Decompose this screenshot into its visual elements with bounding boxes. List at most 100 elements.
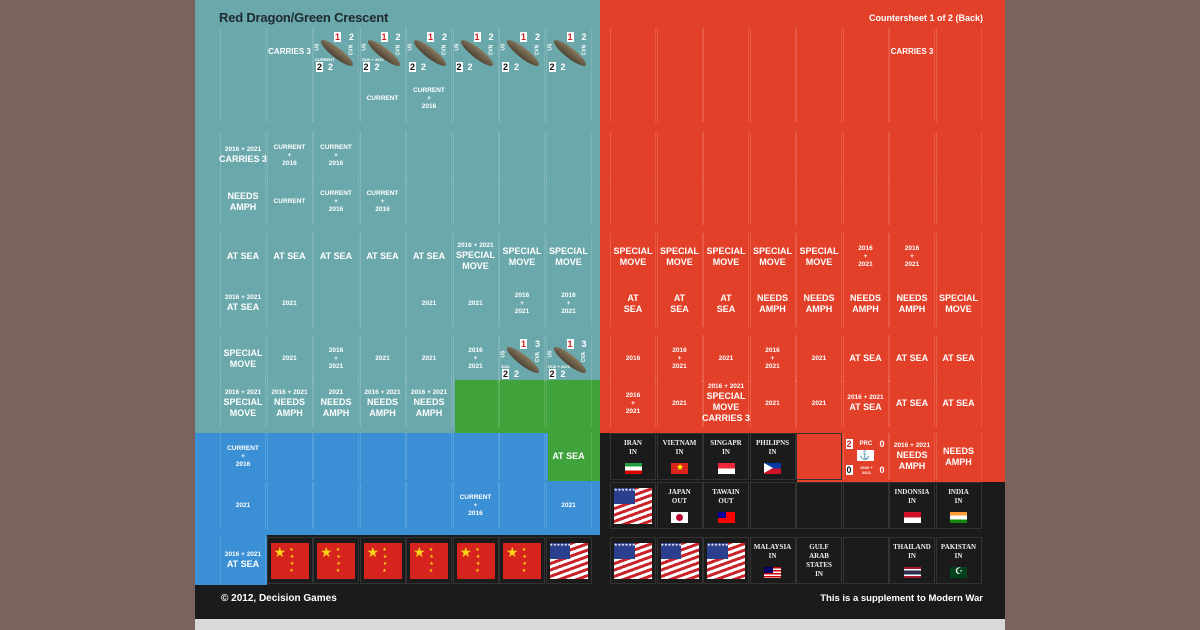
counter-left-r3-c6[interactable] (452, 132, 499, 179)
counter-left-r11-c2[interactable]: ★ ★ ★ ★ ★ (266, 537, 313, 584)
counter-right-r10-c8[interactable]: INDIA IN (935, 482, 982, 529)
counter-left-r8-c2[interactable]: 2016 + 2021 NEEDS AMPH (266, 380, 313, 427)
counter-left-r8-c1[interactable]: 2016 + 2021 SPECIAL MOVE (220, 380, 266, 427)
counter-left-r8-c7[interactable] (499, 380, 545, 427)
counter-left-r6-c5[interactable]: 2021 (406, 280, 452, 327)
counter-right-r5-c6[interactable]: 2016 +2021 (842, 233, 889, 280)
counter-right-r1-c5[interactable] (796, 28, 842, 75)
counter-left-r1-c8[interactable]: 1 2 2 2 US CVN (545, 28, 592, 75)
counter-right-r1-c3[interactable] (703, 28, 749, 75)
counter-right-r10-c3[interactable]: TAWAIN OUT (703, 482, 749, 529)
counter-right-r8-c2[interactable]: 2021 (656, 380, 703, 427)
counter-left-r10-c1[interactable]: 2021 (220, 482, 266, 529)
counter-left-r7-c2[interactable]: 2021 (266, 335, 313, 382)
counter-left-r5-c1[interactable]: AT SEA (220, 233, 266, 280)
counter-right-r8-c1[interactable]: 2016 +2021 (610, 380, 656, 427)
counter-right-r8-c5[interactable]: 2021 (796, 380, 842, 427)
counter-right-r11-c7[interactable]: THAILAND IN (889, 537, 935, 584)
counter-right-r3-c3[interactable] (703, 132, 749, 179)
counter-left-r10-c6[interactable]: CURRENT +2016 (452, 482, 499, 529)
counter-left-r3-c5[interactable] (406, 132, 452, 179)
counter-right-r7-c5[interactable]: 2021 (796, 335, 842, 382)
counter-right-r1-c2[interactable] (656, 28, 703, 75)
counter-left-r9-c4[interactable] (359, 433, 406, 480)
counter-left-r7-c6[interactable]: 2016 +2021 (452, 335, 499, 382)
counter-left-r6-c2[interactable]: 2021 (266, 280, 313, 327)
counter-left-r9-c5[interactable] (406, 433, 452, 480)
counter-left-r5-c4[interactable]: AT SEA (359, 233, 406, 280)
counter-left-r10-c3[interactable] (313, 482, 359, 529)
counter-right-r6-c7[interactable]: NEEDS AMPH (889, 280, 935, 327)
counter-right-r11-c5[interactable]: GULF ARAB STATES IN (796, 537, 842, 584)
counter-right-r6-c4[interactable]: NEEDS AMPH (749, 280, 796, 327)
counter-right-r2-c6[interactable] (842, 75, 889, 122)
counter-right-r3-c1[interactable] (610, 132, 656, 179)
counter-left-r11-c4[interactable]: ★ ★ ★ ★ ★ (359, 537, 406, 584)
counter-left-r6-c8[interactable]: 2016 +2021 (545, 280, 592, 327)
counter-right-r3-c8[interactable] (935, 132, 982, 179)
counter-right-r5-c4[interactable]: SPECIAL MOVE (749, 233, 796, 280)
counter-right-r5-c7[interactable]: 2016 +2021 (889, 233, 935, 280)
counter-right-r4-c4[interactable] (749, 178, 796, 225)
counter-right-r10-c5[interactable] (796, 482, 842, 529)
counter-left-r5-c5[interactable]: AT SEA (406, 233, 452, 280)
counter-right-r1-c4[interactable] (749, 28, 796, 75)
counter-left-r7-c4[interactable]: 2021 (359, 335, 406, 382)
counter-right-r11-c3[interactable]: ★★★★★★★★★★★★★★★★★★★★ (703, 537, 749, 584)
counter-right-r4-c6[interactable] (842, 178, 889, 225)
counter-left-r6-c6[interactable]: 2021 (452, 280, 499, 327)
counter-left-r2-c8[interactable] (545, 75, 592, 122)
counter-right-r7-c4[interactable]: 2016 +2021 (749, 335, 796, 382)
counter-left-r4-c6[interactable] (452, 178, 499, 225)
counter-right-r6-c2[interactable]: AT SEA (656, 280, 703, 327)
counter-right-r11-c6[interactable] (842, 537, 889, 584)
counter-right-r2-c8[interactable] (935, 75, 982, 122)
counter-right-r6-c3[interactable]: AT SEA (703, 280, 749, 327)
counter-right-r1-c1[interactable] (610, 28, 656, 75)
counter-right-r3-c2[interactable] (656, 132, 703, 179)
counter-left-r8-c4[interactable]: 2016 + 2021 NEEDS AMPH (359, 380, 406, 427)
counter-right-r10-c7[interactable]: INDONSIA IN (889, 482, 935, 529)
counter-left-r1-c6[interactable]: 1 2 2 2 US CVN (452, 28, 499, 75)
counter-left-r3-c4[interactable] (359, 132, 406, 179)
counter-left-r7-c5[interactable]: 2021 (406, 335, 452, 382)
counter-left-r4-c8[interactable] (545, 178, 592, 225)
counter-left-r9-c7[interactable] (499, 433, 545, 480)
counter-left-r4-c5[interactable] (406, 178, 452, 225)
counter-right-r2-c1[interactable] (610, 75, 656, 122)
counter-left-r10-c5[interactable] (406, 482, 452, 529)
counter-right-r11-c2[interactable]: ★★★★★★★★★★★★★★★★★★★★ (656, 537, 703, 584)
counter-right-r4-c8[interactable] (935, 178, 982, 225)
counter-left-r2-c5[interactable]: CURRENT +2016 (406, 75, 452, 122)
counter-left-r1-c5[interactable]: 1 2 2 2 US CVN (406, 28, 452, 75)
counter-left-r1-c4[interactable]: 1 2 2 2 US CVN 2016 + 2021 (359, 28, 406, 75)
counter-left-r7-c7[interactable]: 1 3 2 2 US CVA 2021 (499, 335, 545, 382)
counter-left-r11-c3[interactable]: ★ ★ ★ ★ ★ (313, 537, 359, 584)
counter-right-r9-c4[interactable]: PHILIPNS IN (749, 433, 796, 480)
counter-left-r10-c2[interactable] (266, 482, 313, 529)
counter-right-r9-c5[interactable] (796, 433, 842, 480)
counter-right-r7-c6[interactable]: AT SEA (842, 335, 889, 382)
counter-left-r5-c8[interactable]: SPECIAL MOVE (545, 233, 592, 280)
counter-right-r5-c5[interactable]: SPECIAL MOVE (796, 233, 842, 280)
counter-left-r5-c3[interactable]: AT SEA (313, 233, 359, 280)
counter-left-r11-c7[interactable]: ★ ★ ★ ★ ★ (499, 537, 545, 584)
counter-left-r9-c8[interactable]: AT SEA (545, 433, 592, 480)
counter-left-r3-c1[interactable]: 2016 + 2021 CARRIES 3 (219, 132, 267, 179)
counter-left-r6-c7[interactable]: 2016 +2021 (499, 280, 545, 327)
counter-left-r7-c8[interactable]: 1 3 2 2 US CVA 2016 + 2021 (545, 335, 592, 382)
counter-left-r3-c8[interactable] (545, 132, 592, 179)
counter-right-r8-c8[interactable]: AT SEA (935, 380, 982, 427)
counter-right-r5-c1[interactable]: SPECIAL MOVE (610, 233, 656, 280)
counter-left-r5-c7[interactable]: SPECIAL MOVE (499, 233, 545, 280)
counter-left-r4-c1[interactable]: NEEDS AMPH (220, 178, 266, 225)
counter-left-r2-c7[interactable] (499, 75, 545, 122)
counter-right-r5-c2[interactable]: SPECIAL MOVE (656, 233, 703, 280)
counter-left-r4-c2[interactable]: CURRENT (266, 178, 313, 225)
counter-right-r1-c7[interactable]: CARRIES 3 (889, 28, 935, 75)
counter-right-r4-c5[interactable] (796, 178, 842, 225)
counter-left-r11-c6[interactable]: ★ ★ ★ ★ ★ (452, 537, 499, 584)
counter-left-r4-c4[interactable]: CURRENT +2016 (359, 178, 406, 225)
counter-left-r7-c3[interactable]: 2016 +2021 (313, 335, 359, 382)
counter-left-r11-c8[interactable]: ★★★★★★★★★★★★★★★★★★★★ (545, 537, 592, 584)
